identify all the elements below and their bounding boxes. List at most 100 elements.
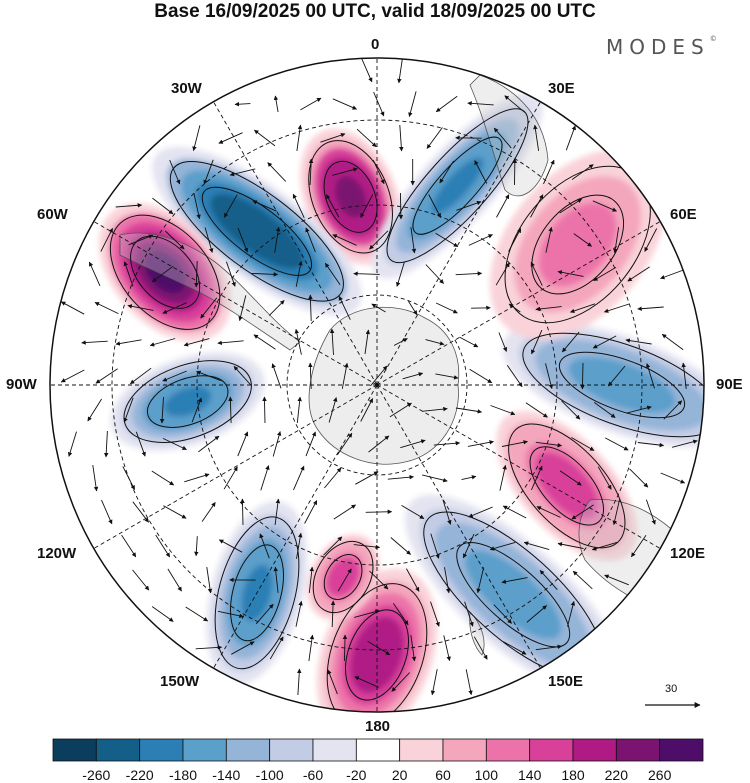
wind-vector [167,568,182,592]
wind-vector [87,398,102,422]
wind-vector [237,431,249,457]
wind-vector [660,269,686,280]
latitude-circle [196,204,558,566]
wind-vector [410,635,417,662]
wind-vector [254,129,276,147]
wind-vector [369,230,389,250]
modes-logo: MODES© [606,35,717,59]
wind-vector [559,470,582,486]
wind-vector [259,533,270,559]
wind-vector [604,437,629,451]
wind-vector [338,295,351,320]
wind-vector [132,569,150,591]
wind-vector [353,544,381,550]
wind-vector [439,160,454,184]
wind-vector [397,58,404,84]
wind-vector [503,641,527,655]
wind-vector [408,91,417,118]
wind-vector [92,465,99,492]
wind-vector [163,505,187,519]
wind-vector [164,230,185,250]
wind-vector [593,402,616,418]
wind-vectors [60,58,698,696]
wind-vector [389,402,412,418]
wind-vector [191,397,202,423]
lon-label-120e: 120E [670,545,706,562]
wind-vector [629,468,649,488]
wind-vector [637,442,665,448]
wind-vector [267,162,287,182]
wind-vector [559,198,583,214]
wind-vector [369,570,389,590]
wind-vector [490,405,516,416]
lon-label-90w: 90W [6,376,37,393]
wind-vector [660,472,686,484]
wind-vector [474,160,488,184]
wind-vector [456,200,482,211]
antarctica [308,306,460,465]
wind-vector [508,303,521,313]
wind-vector [461,475,477,481]
wind-vector [390,537,411,555]
wind-vector [296,396,302,423]
wind-vector [273,566,279,593]
map-border [49,57,705,713]
contour-set [522,332,704,438]
wind-vector [360,194,374,218]
lon-label-120w: 120W [37,545,77,562]
wind-vector [493,127,512,149]
meridian [376,221,661,386]
wind-vector [129,367,152,385]
wind-vector [195,645,223,650]
wind-vector [308,634,315,661]
wind-vector [561,331,580,353]
wind-vector [237,227,249,253]
lon-label-30w: 30W [171,80,202,97]
wind-vector [294,328,302,355]
wind-vector [355,471,379,485]
wind-vector [252,200,277,212]
wind-vector [430,533,440,559]
wind-vector [603,303,630,313]
wind-vector [569,303,596,314]
meridian [213,101,378,386]
wind-vector [464,601,474,627]
wind-vector [539,569,558,590]
wind-vector [217,340,244,346]
wind-vector [268,300,285,316]
wind-vector [580,362,585,390]
wind-vector [499,464,507,491]
wind-vector [341,362,349,389]
wind-vector [332,234,357,246]
wind-vector [356,128,377,148]
wind-vector [274,498,281,525]
wind-vector [300,97,322,111]
wind-vector [571,164,594,180]
lon-label-150w: 150W [160,673,200,690]
wind-vector [217,610,244,619]
wind-vector [493,604,512,624]
contour-set [312,541,374,613]
wind-vector [305,227,316,253]
wind-vector [132,501,149,523]
wind-vector [489,541,516,551]
wind-vector [530,465,543,491]
wind-vector [572,570,593,590]
wind-vector [162,437,187,451]
wind-vector [151,265,174,283]
wind-vector [292,193,305,218]
reference-vector-value: 30 [665,683,678,695]
wind-vector [308,566,314,593]
anomaly-high [496,410,638,561]
wind-vector [567,600,576,627]
wind-vector [502,505,527,519]
wind-vector [184,473,210,483]
wind-vector [421,474,448,483]
wind-vector [293,465,305,491]
colorbar-tick-label: 220 [604,767,628,783]
wind-vector [304,500,318,524]
wind-vector [194,260,199,288]
wind-vector [435,302,458,314]
lon-label-150e: 150E [548,673,584,690]
wind-vector [504,95,525,113]
